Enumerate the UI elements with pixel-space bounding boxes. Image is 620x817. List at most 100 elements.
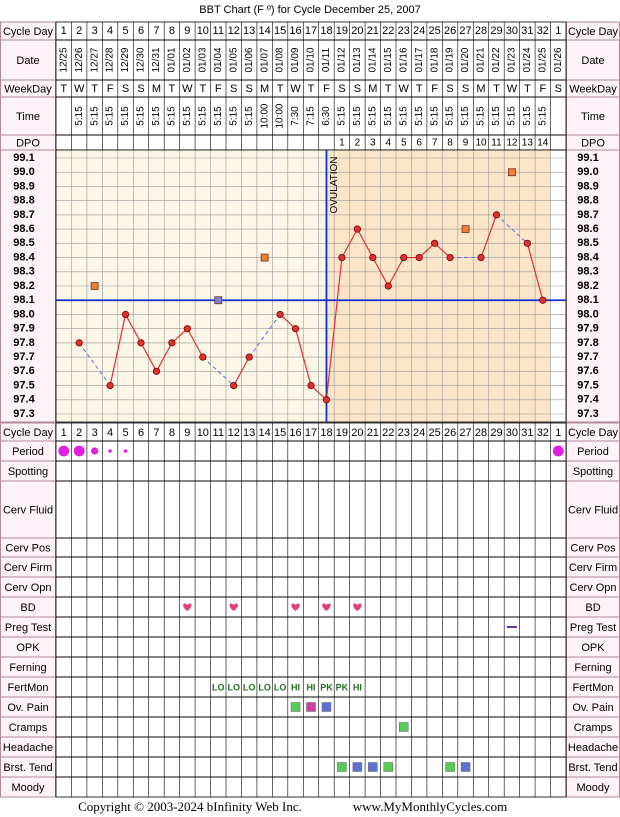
discarded-temperature [508,168,516,177]
temperature-point [369,253,377,262]
cycle-day: 27 [459,25,471,37]
date: 01/08 [275,47,286,72]
row-label: Cerv Fluid [3,504,53,516]
weekday: S [122,83,129,95]
fertmon-reading: LO [212,682,225,692]
y-tick-label: 97.5 [13,379,34,391]
cycle-day: 22 [382,427,394,439]
period-dot [58,445,70,457]
website: www.MyMonthlyCycles.com [353,799,507,814]
cycle-day: 15 [274,25,286,37]
cycle-day: 23 [398,427,410,439]
bd-heart [229,603,238,611]
row-label: Ferning [574,662,611,674]
cycle-day: 3 [92,427,98,439]
cycle-day: 4 [107,25,113,37]
date: 01/11 [321,47,332,72]
dpo: 1 [339,138,345,149]
time: 5:15 [89,106,100,126]
cycle-day: 11 [213,427,224,439]
date: 01/26 [553,47,564,72]
temperature-point [183,325,191,333]
y-tick-label: 98.6 [13,223,34,235]
cycle-day: 30 [506,427,518,439]
date: 12/26 [74,47,85,72]
date: 01/07 [259,47,270,72]
weekday: F [107,83,114,95]
date: 12/31 [151,47,162,72]
temperature-point [431,239,439,247]
y-tick-label: 98.1 [13,294,34,306]
ov-pain-mark [321,702,332,712]
row-label: Brst. Tend [568,762,617,774]
dpo: 11 [491,138,502,149]
weekday: T [60,83,67,95]
fertmon-reading: LO [258,682,271,692]
brst-tend-mark [460,762,471,772]
row-label-cell [566,39,620,81]
row-label: Cramps [574,722,613,734]
y-tick-label-right: 97.6 [577,365,598,377]
y-tick-label: 98.7 [13,209,34,221]
cycle-day: 26 [444,25,456,37]
cycle-day: 30 [506,25,518,37]
cycle-day: 9 [184,427,190,439]
fertmon-reading: HI [353,682,362,692]
dpo: 3 [370,138,376,149]
bd-heart [183,603,192,611]
date: 01/13 [352,47,363,72]
fertmon-reading: HI [291,682,300,692]
row-label: Cramps [9,722,48,734]
fertmon-reading: PK [336,682,349,692]
y-tick-label-right: 98.7 [577,209,598,221]
cycle-day: 31 [521,427,533,439]
weekday: S [246,83,253,95]
date: 01/04 [213,47,224,72]
date: 01/16 [398,47,409,72]
cycle-day: 5 [122,427,128,439]
bridge-line [248,314,281,358]
time: 5:15 [383,106,394,126]
cycle-day: 5 [122,25,128,37]
weekday: W [74,83,85,95]
row-label: WeekDay [4,83,52,95]
temperature-point [291,325,300,333]
weekday: T [169,83,176,95]
cycle-day: 19 [336,25,348,37]
cycle-day: 10 [197,427,209,439]
y-tick-label-right: 97.9 [577,323,598,335]
row-label: Preg Test [570,622,616,634]
time: 5:15 [507,106,518,126]
bridge-line [496,214,528,244]
y-tick-label-right: 99.1 [577,152,598,164]
temp-frame [55,149,567,423]
dpo: 5 [401,138,407,149]
row-label: Cerv Pos [5,542,51,554]
row-label: Headache [3,742,53,754]
temperature-point [322,396,331,404]
temperature-point [539,296,547,304]
y-tick-label: 97.6 [13,365,34,377]
row-label: OPK [16,642,40,654]
weekday: M [260,83,269,95]
row-label: Date [581,55,604,67]
cycle-day: 1 [555,25,561,37]
cycle-day: 4 [107,427,113,439]
date: 01/24 [522,47,533,72]
weekday: T [91,83,98,95]
cycle-day: 26 [444,427,456,439]
y-tick-label: 97.4 [13,394,35,406]
weekday: T [416,83,423,95]
weekday: S [230,83,237,95]
cycle-day: 24 [413,25,425,37]
date: 01/18 [429,47,440,72]
row-label: FertMon [8,682,49,694]
cycle-day: 1 [61,427,67,439]
cycle-day: 31 [521,25,533,37]
weekday: T [524,83,531,95]
date: 01/10 [306,47,317,72]
fertmon-reading: LO [274,682,287,692]
cycle-day: 8 [169,25,175,37]
row-label: Date [16,55,39,67]
